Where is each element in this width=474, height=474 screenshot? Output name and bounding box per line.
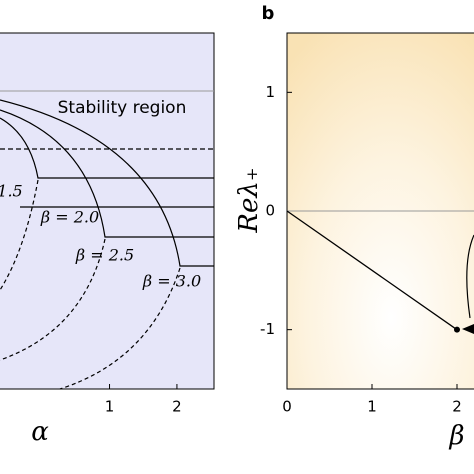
- arrow: [462, 324, 474, 334]
- x-tick-label: 1: [105, 398, 115, 416]
- y-tick-label: 0: [265, 202, 275, 220]
- y-tick-label: -1: [260, 320, 275, 338]
- left-plot-area: [0, 32, 215, 390]
- y-tick-label: 1: [265, 83, 275, 101]
- y-axis-label: Reλ₊: [234, 167, 264, 233]
- curve: [466, 234, 474, 319]
- panel-label: b: [262, 3, 275, 24]
- x-tick-label: 2: [172, 398, 182, 416]
- x-axis-label: α: [31, 417, 49, 447]
- annotation: Stability region: [58, 98, 187, 118]
- annotation: β = 3.0: [142, 272, 201, 291]
- x-axis-label: β: [448, 421, 464, 451]
- x-tick-label: 1: [367, 398, 377, 416]
- line: [286, 210, 458, 331]
- curves: [0, 99, 214, 390]
- x-tick-label: 0: [282, 398, 292, 416]
- annotation: 1.5: [0, 182, 23, 201]
- annotation: β = 2.0: [40, 208, 99, 227]
- annotation: β = 2.5: [75, 246, 134, 265]
- x-tick-label: 2: [452, 398, 462, 416]
- point: [454, 326, 460, 333]
